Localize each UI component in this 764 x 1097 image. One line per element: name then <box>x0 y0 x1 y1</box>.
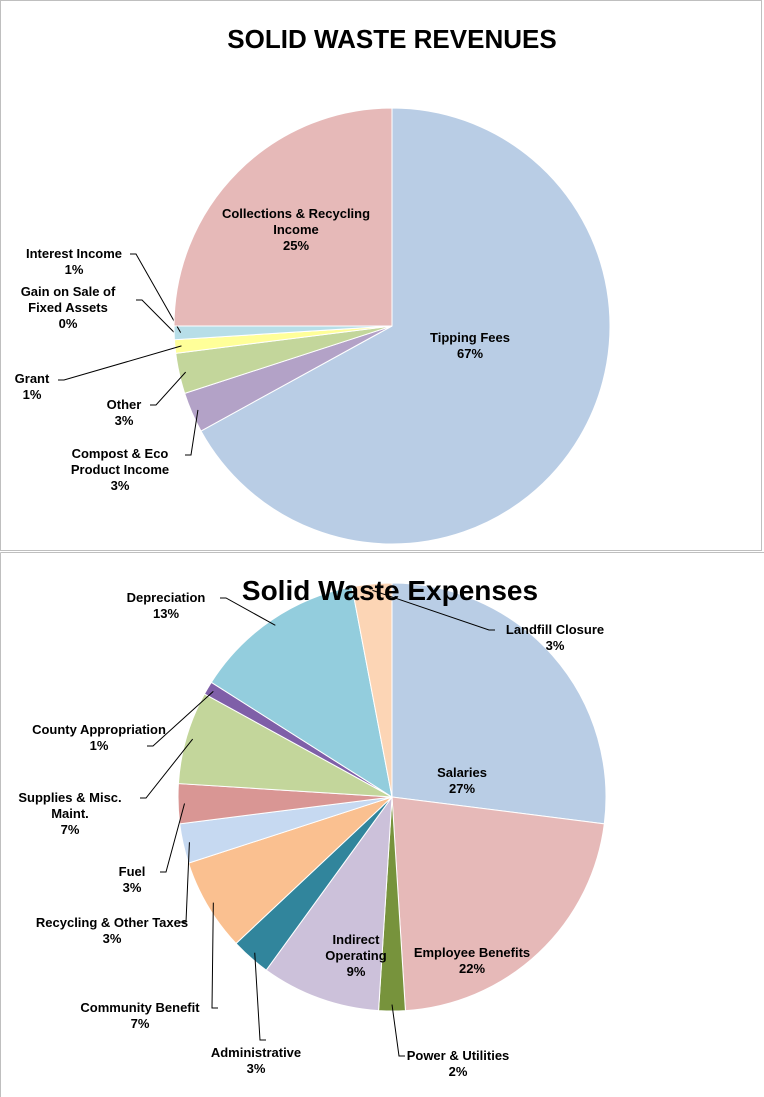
value-label: 22% <box>458 961 486 976</box>
leader-line <box>150 371 187 406</box>
slice-label: Supplies & Misc. Maint. 7% <box>0 790 140 838</box>
value-label: 1% <box>64 262 84 277</box>
slice-label: Recycling & Other Taxes 3% <box>32 915 192 947</box>
category-name: Depreciation <box>126 590 206 605</box>
slice-label: Power & Utilities 2% <box>383 1048 533 1080</box>
category-name: Indirect Operating <box>325 932 387 963</box>
leader-line <box>185 409 199 456</box>
category-name: Administrative <box>210 1045 302 1060</box>
panel-border <box>0 0 762 551</box>
value-label: 25% <box>282 238 310 253</box>
slice-label: County Appropriation 1% <box>29 722 169 754</box>
leader-line <box>58 345 182 381</box>
value-label: 3% <box>102 931 122 946</box>
category-name: Grant <box>14 371 50 386</box>
value-label: 2% <box>448 1064 468 1079</box>
category-name: Other <box>106 397 142 412</box>
slice-label: Fuel 3% <box>102 864 162 896</box>
value-label: 7% <box>60 822 80 837</box>
leader-line <box>140 738 194 799</box>
leader-line <box>254 952 266 1041</box>
chart-title: Solid Waste Expenses <box>241 575 539 606</box>
value-label: 3% <box>122 880 142 895</box>
chart-title: SOLID WASTE REVENUES <box>227 24 557 54</box>
leader-line <box>147 690 214 747</box>
value-label: 13% <box>152 606 180 621</box>
category-name: Community Benefit <box>80 1000 200 1015</box>
slice-label: Gain on Sale of Fixed Assets 0% <box>3 284 133 332</box>
category-name: Fuel <box>118 864 146 879</box>
leader-line <box>372 589 495 631</box>
value-label: 3% <box>114 413 134 428</box>
category-name: Interest Income <box>25 246 123 261</box>
slice-label: Employee Benefits 22% <box>392 945 552 977</box>
value-label: 3% <box>246 1061 266 1076</box>
value-label: 0% <box>58 316 78 331</box>
category-name: Landfill Closure <box>505 622 605 637</box>
pie-slice <box>351 582 393 798</box>
category-name: Salaries <box>437 765 487 780</box>
slice-label: Community Benefit 7% <box>60 1000 220 1032</box>
category-name: Supplies & Misc. Maint. <box>18 790 122 821</box>
value-label: 27% <box>448 781 476 796</box>
slice-label: Collections & Recycling Income 25% <box>221 206 371 254</box>
pie-slice <box>265 795 393 1012</box>
slice-label: Administrative 3% <box>191 1045 321 1077</box>
leader-line <box>220 597 276 626</box>
pie-slice <box>173 107 393 327</box>
slice-label: Grant 1% <box>2 371 62 403</box>
slice-label: Salaries 27% <box>402 765 522 797</box>
category-name: County Appropriation <box>32 722 166 737</box>
slice-label: Indirect Operating 9% <box>306 932 406 980</box>
category-name: Compost & Eco Product Income <box>70 446 170 477</box>
leader-line <box>211 902 218 1009</box>
leader-line <box>130 253 182 333</box>
value-label: 9% <box>346 964 366 979</box>
category-name: Power & Utilities <box>406 1048 510 1063</box>
slice-label: Tipping Fees 67% <box>405 330 535 362</box>
slice-label: Compost & Eco Product Income 3% <box>55 446 185 494</box>
value-label: 3% <box>545 638 565 653</box>
leader-line <box>391 1004 405 1057</box>
category-name: Gain on Sale of Fixed Assets <box>20 284 116 315</box>
value-label: 7% <box>130 1016 150 1031</box>
slice-label: Landfill Closure 3% <box>485 622 625 654</box>
value-label: 1% <box>22 387 42 402</box>
slice-label: Interest Income 1% <box>9 246 139 278</box>
pie-slice <box>391 796 605 1012</box>
category-name: Employee Benefits <box>413 945 531 960</box>
pie-slice <box>391 582 607 825</box>
pie-slice <box>210 586 393 799</box>
leader-line <box>160 803 186 873</box>
pie-slice <box>200 107 611 545</box>
category-name: Recycling & Other Taxes <box>35 915 189 930</box>
category-name: Tipping Fees <box>430 330 510 345</box>
value-label: 3% <box>110 478 130 493</box>
category-name: Collections & Recycling Income <box>221 206 371 237</box>
leader-line <box>136 299 182 340</box>
value-label: 1% <box>89 738 109 753</box>
slice-label: Depreciation 13% <box>106 590 226 622</box>
value-label: 67% <box>456 346 484 361</box>
leader-line <box>180 842 190 923</box>
slice-label: Other 3% <box>94 397 154 429</box>
